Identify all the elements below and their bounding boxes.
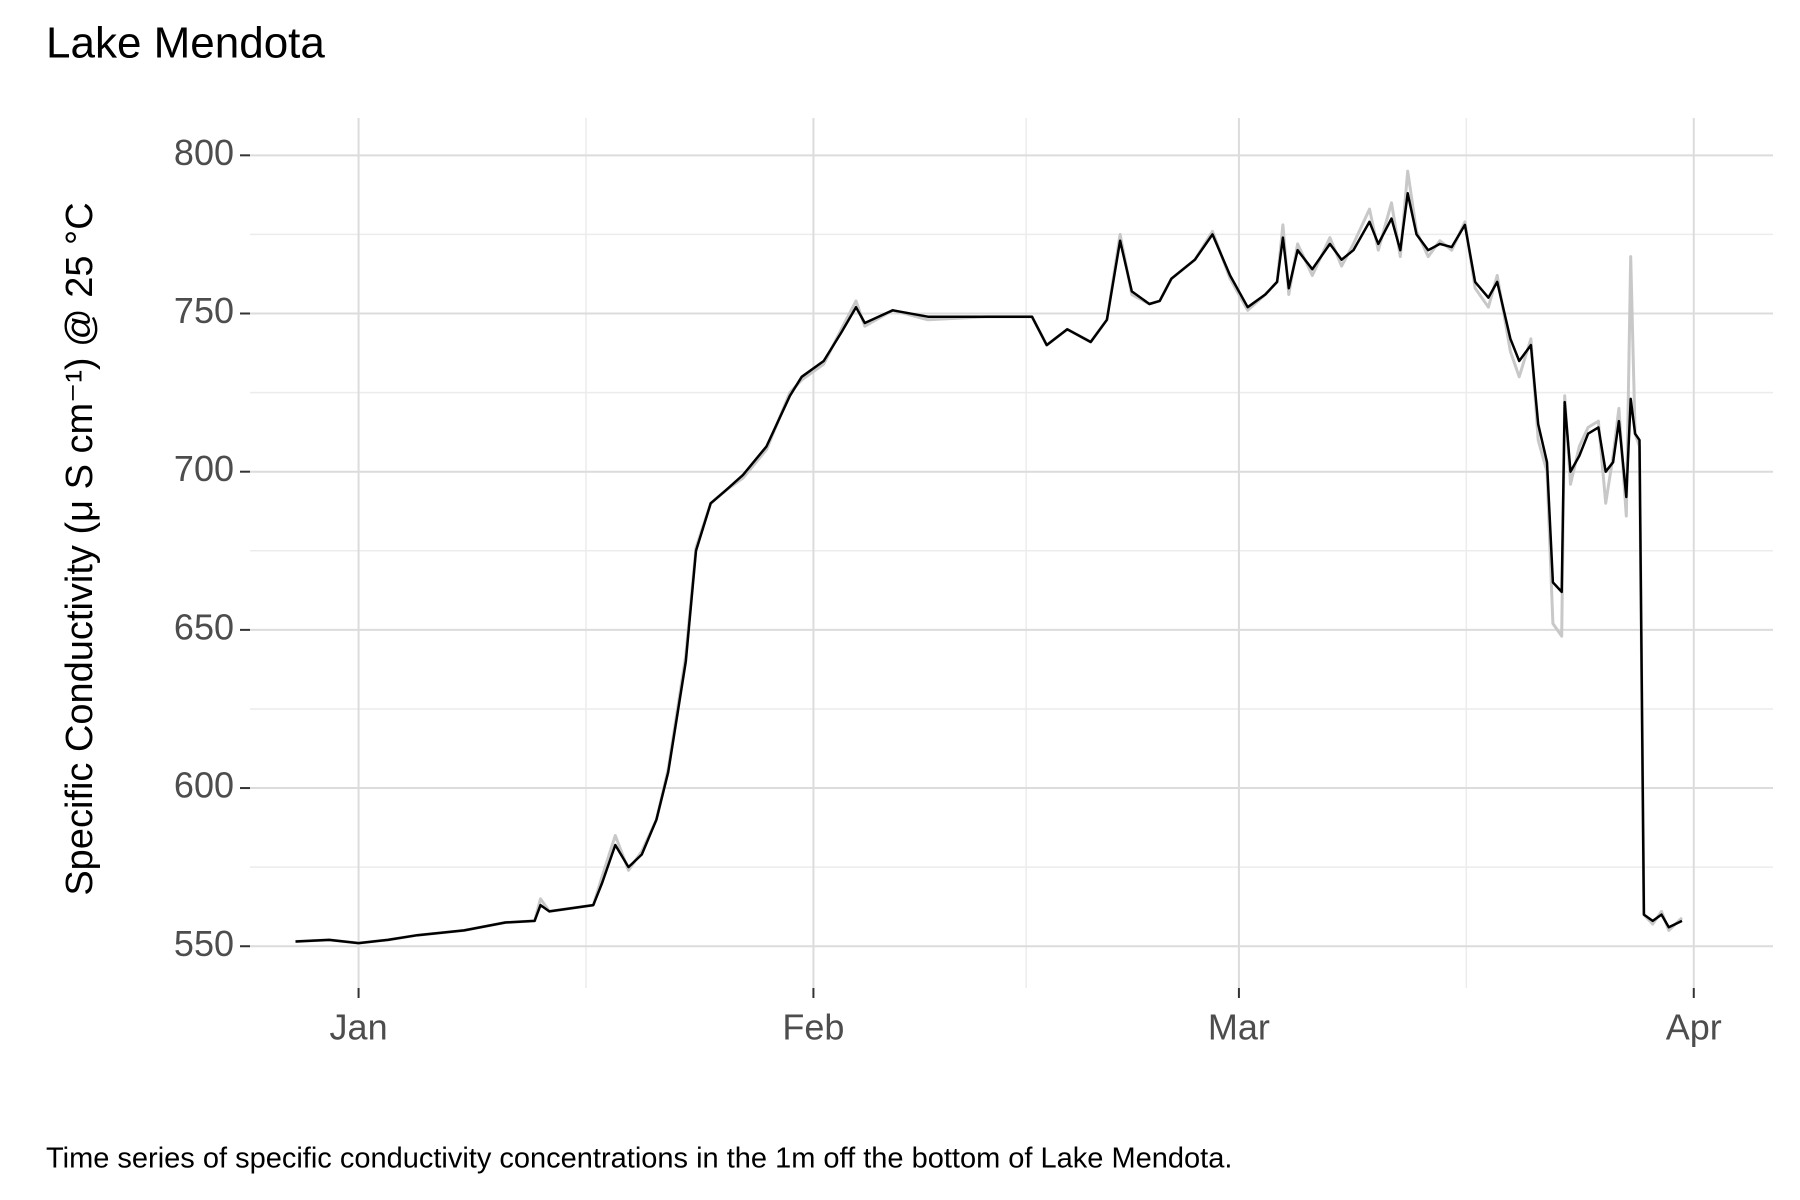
y-tick-label: 650: [174, 606, 234, 647]
line-series: [295, 169, 1684, 945]
line-series: [295, 192, 1683, 945]
chart-title: Lake Mendota: [46, 19, 325, 68]
x-tick-label: Apr: [1666, 1007, 1722, 1048]
x-tick-label: Jan: [330, 1007, 388, 1048]
y-tick-label: 550: [174, 923, 234, 964]
y-tick-label: 800: [174, 132, 234, 173]
y-tick-label: 750: [174, 290, 234, 331]
x-tick-label: Mar: [1208, 1007, 1270, 1048]
y-axis-label: Specific Conductivity (μ S cm⁻¹) @ 25 °C: [59, 202, 101, 895]
y-tick-label: 600: [174, 765, 234, 806]
caption: Time series of specific conductivity con…: [46, 1143, 1232, 1175]
x-tick-label: Feb: [782, 1007, 844, 1048]
y-tick-label: 700: [174, 448, 234, 489]
